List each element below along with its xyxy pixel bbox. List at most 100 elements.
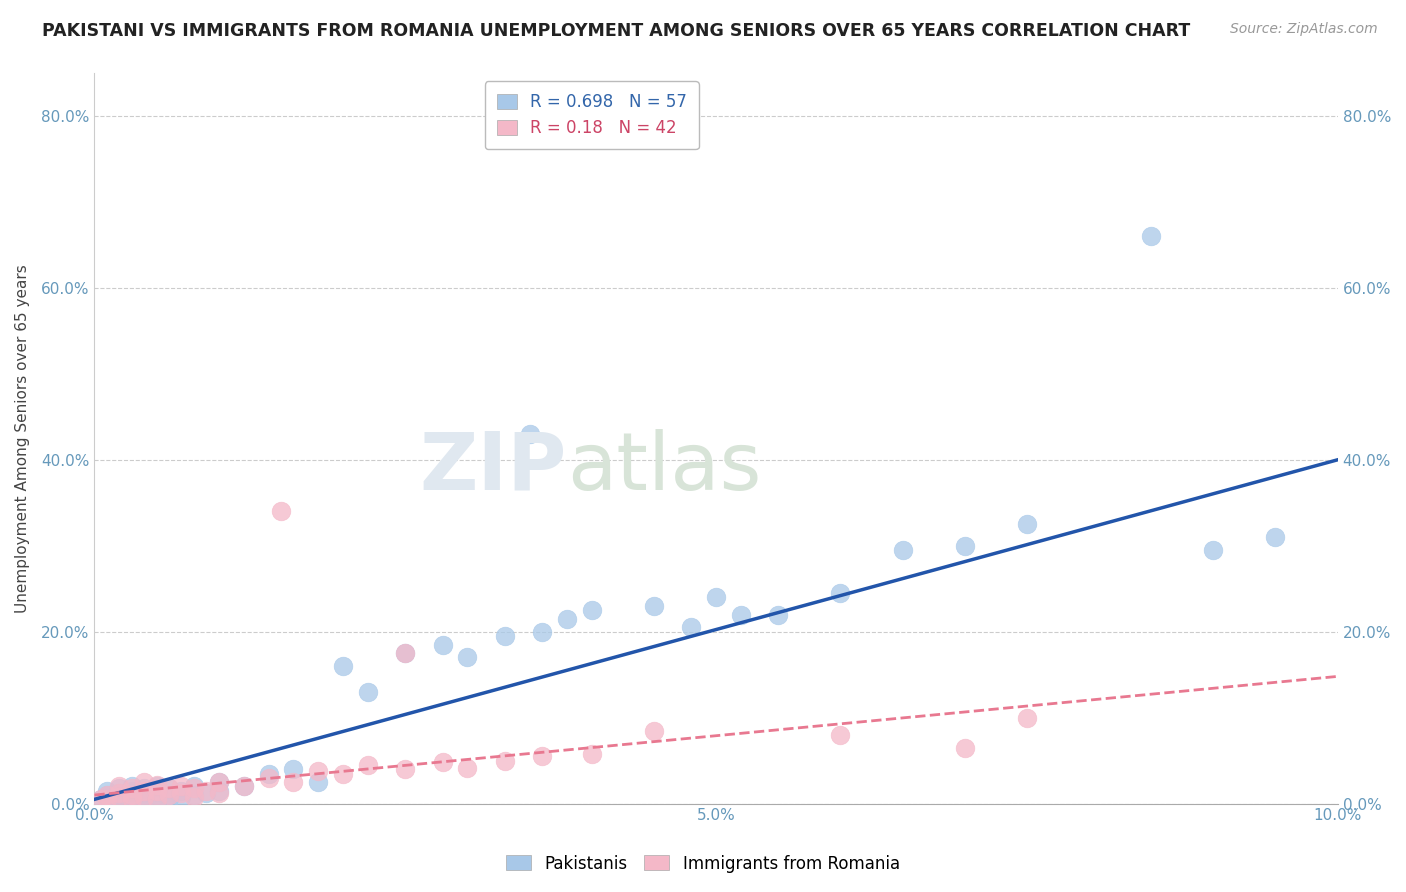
Point (1015, 517, 1038, 532)
Point (704, 591, 727, 605)
Point (96, 792, 118, 806)
Point (145, 792, 167, 806)
Point (121, 788, 143, 802)
Point (581, 747, 603, 761)
Point (953, 740, 976, 755)
Point (121, 783, 143, 797)
Point (145, 778, 167, 792)
Point (432, 756, 454, 770)
Point (766, 607, 789, 622)
Point (332, 766, 354, 780)
Text: Source: ZipAtlas.com: Source: ZipAtlas.com (1230, 22, 1378, 37)
Point (183, 788, 205, 802)
Point (643, 723, 665, 738)
Point (232, 780, 254, 794)
Point (145, 780, 167, 794)
Point (134, 781, 156, 796)
Point (108, 792, 131, 806)
Point (183, 781, 205, 796)
Point (134, 786, 156, 800)
Point (195, 786, 218, 800)
Point (96, 789, 118, 804)
Point (90, 792, 112, 806)
Point (134, 792, 156, 806)
Point (145, 788, 167, 802)
Point (953, 539, 976, 553)
Point (456, 760, 478, 774)
Point (121, 781, 143, 796)
Legend: Pakistanis, Immigrants from Romania: Pakistanis, Immigrants from Romania (499, 848, 907, 880)
Point (394, 762, 416, 776)
Point (170, 783, 193, 797)
Point (108, 789, 131, 804)
Point (170, 786, 193, 800)
Point (157, 788, 180, 802)
Point (270, 504, 292, 518)
Point (121, 792, 143, 806)
Point (96, 783, 118, 797)
Point (530, 749, 553, 764)
Point (494, 754, 516, 768)
Point (90, 792, 112, 806)
Point (195, 783, 218, 797)
Point (830, 586, 852, 600)
Point (456, 650, 478, 665)
Point (208, 775, 231, 789)
Point (283, 775, 305, 789)
Point (1202, 543, 1225, 558)
Point (332, 659, 354, 673)
Point (134, 783, 156, 797)
Point (108, 780, 131, 794)
Legend: R = 0.698   N = 57, R = 0.18   N = 42: R = 0.698 N = 57, R = 0.18 N = 42 (485, 81, 699, 149)
Text: ZIP: ZIP (419, 428, 567, 507)
Point (134, 789, 156, 804)
Point (519, 427, 541, 442)
Point (170, 789, 193, 804)
Point (643, 599, 665, 613)
Point (121, 789, 143, 804)
Point (183, 789, 205, 804)
Point (1140, 229, 1163, 244)
Point (830, 728, 852, 742)
Point (581, 603, 603, 617)
Point (1015, 711, 1038, 725)
Point (145, 783, 167, 797)
Point (208, 783, 231, 797)
Point (357, 685, 380, 699)
Point (394, 646, 416, 660)
Point (157, 792, 180, 806)
Point (157, 788, 180, 802)
Point (96, 788, 118, 802)
Point (121, 788, 143, 802)
Point (681, 620, 703, 634)
Point (96, 788, 118, 802)
Point (121, 780, 143, 794)
Y-axis label: Unemployment Among Seniors over 65 years: Unemployment Among Seniors over 65 years (15, 264, 30, 613)
Point (145, 783, 167, 797)
Point (891, 543, 914, 558)
Point (208, 775, 231, 789)
Point (257, 771, 280, 785)
Point (157, 781, 180, 796)
Point (494, 629, 516, 643)
Point (307, 764, 329, 778)
Point (108, 786, 131, 800)
Text: PAKISTANI VS IMMIGRANTS FROM ROMANIA UNEMPLOYMENT AMONG SENIORS OVER 65 YEARS CO: PAKISTANI VS IMMIGRANTS FROM ROMANIA UNE… (42, 22, 1191, 40)
Point (134, 775, 156, 789)
Point (530, 624, 553, 639)
Point (730, 607, 752, 622)
Point (108, 786, 131, 800)
Point (357, 758, 380, 772)
Point (134, 789, 156, 804)
Point (283, 762, 305, 776)
Point (183, 780, 205, 794)
Point (257, 766, 280, 780)
Text: atlas: atlas (567, 428, 761, 507)
Point (232, 780, 254, 794)
Point (1264, 530, 1286, 544)
Point (307, 775, 329, 789)
Point (555, 612, 578, 626)
Point (121, 792, 143, 806)
Point (145, 792, 167, 806)
Point (394, 646, 416, 660)
